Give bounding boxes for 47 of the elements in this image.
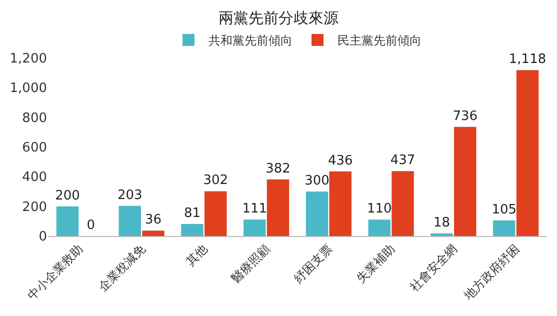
x-tick-label: 社會安全網 [407,242,460,294]
data-label: 1,118 [508,52,546,68]
data-label: 105 [492,202,517,218]
bar [454,126,476,236]
data-label: 0 [86,218,96,233]
data-label: 18 [433,215,450,230]
y-tick-label: 1,000 [10,81,47,96]
x-tick-label: 企業稅減免 [96,242,148,294]
x-tick-label: 紓困支票 [291,242,336,286]
y-tick-label: 1,200 [10,52,47,67]
chart-title: 兩黨先前分歧來源 [218,9,338,28]
bar [56,206,79,236]
x-tick-label: 失業補助 [354,242,398,286]
data-label: 110 [366,202,392,217]
x-tick-label: 醫療照顧 [228,242,273,286]
data-label: 203 [117,188,142,203]
data-label: 437 [390,153,416,168]
bar [329,171,352,236]
data-label: 300 [304,174,330,188]
bar [118,206,141,236]
data-label: 382 [266,161,290,176]
bar [204,191,227,236]
data-label: 81 [184,206,201,221]
x-tick-label: 其他 [183,242,210,269]
data-label: 736 [452,108,478,124]
bar [142,230,164,236]
y-tick-label: 600 [22,140,47,156]
bar [493,220,516,236]
bar [392,171,414,236]
data-label: 200 [55,188,80,204]
bar [516,70,539,236]
bar [306,192,328,236]
bar [244,220,266,236]
bar [266,179,290,236]
y-tick-label: 800 [22,110,47,126]
legend-label: 共和黨先前傾向 [208,34,292,48]
x-tick-label: 地方政府紓困 [460,242,522,304]
bar [368,220,390,236]
y-tick-label: 400 [22,170,47,186]
bar [430,233,453,236]
data-label: 111 [242,202,268,217]
data-label: 436 [328,153,353,168]
data-label: 302 [203,173,228,188]
y-tick-label: 200 [22,200,47,215]
legend-label: 民主黨先前傾向 [338,34,422,48]
data-label: 36 [144,212,162,228]
bar [181,224,204,236]
